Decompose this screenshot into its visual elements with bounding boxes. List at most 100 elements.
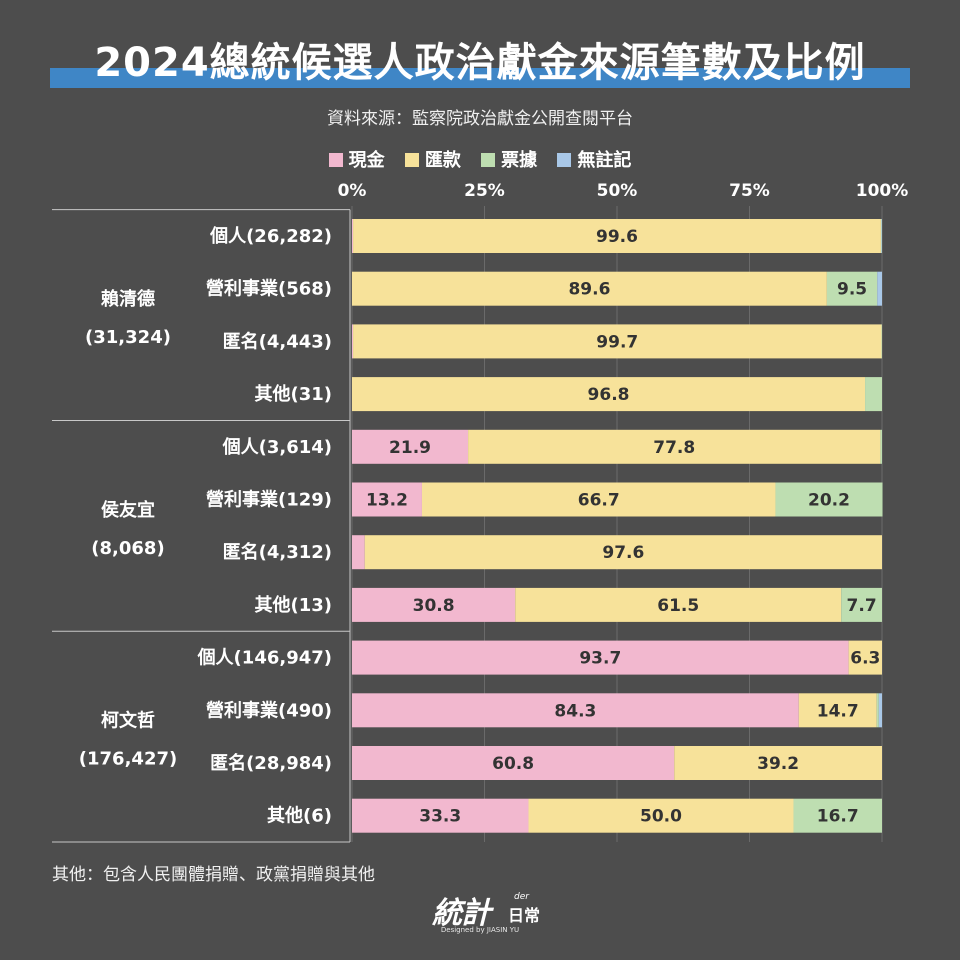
chart-source: 資料來源：監察院政治獻金公開查閱平台: [327, 109, 633, 129]
group-name: 柯文哲: [101, 710, 155, 732]
bar-value-label: 93.7: [579, 649, 621, 669]
bar-value-label: 33.3: [419, 807, 461, 827]
bar-segment: [775, 482, 883, 517]
bar-value-label: 16.7: [817, 807, 859, 827]
logo-sub2-text: 日常: [508, 906, 541, 925]
bar-segment: [674, 746, 882, 780]
footnote: 其他：包含人民團體捐贈、政黨捐贈與其他: [52, 865, 375, 885]
bar-value-label: 84.3: [554, 701, 596, 721]
bar-segment: [352, 271, 827, 306]
bar-segment: [352, 640, 849, 675]
bar-segment: [880, 219, 882, 253]
row-label: 其他(6): [267, 805, 332, 827]
row-label: 其他(31): [254, 383, 332, 405]
bar-value-label: 89.6: [568, 280, 610, 300]
group-count: (8,068): [91, 538, 164, 559]
bar-value-label: 20.2: [808, 491, 850, 511]
bar-value-label: 39.2: [757, 754, 799, 774]
bar-segment: [352, 219, 354, 253]
bar-segment: [876, 693, 879, 728]
legend-swatch-cash: [328, 153, 343, 167]
chart-title: 2024總統候選人政治獻金來源筆數及比例: [94, 40, 866, 86]
legend-swatch-transfer: [404, 153, 419, 167]
bar-value-label: 61.5: [657, 596, 699, 616]
row-label: 匿名(4,312): [223, 541, 332, 563]
bar-value-label: 7.7: [847, 596, 877, 616]
x-tick-label: 75%: [729, 181, 770, 201]
group-count: (31,324): [85, 327, 171, 348]
bar-value-label: 14.7: [817, 701, 859, 721]
group-count: (176,427): [79, 749, 177, 770]
bar-segment: [880, 429, 882, 464]
legend-item-unrecorded: 無註記: [557, 146, 631, 172]
bar-value-label: 50.0: [640, 807, 682, 827]
group-name: 賴清德: [101, 288, 155, 310]
bar-segment: [848, 640, 882, 675]
bar-segment: [881, 324, 882, 359]
bar-value-label: 66.7: [578, 491, 620, 511]
bar-value-label: 60.8: [492, 754, 534, 774]
bar-value-label: 77.8: [653, 438, 695, 458]
bar-segment: [352, 429, 469, 464]
bar-value-label: 99.6: [596, 227, 638, 247]
bar-segment: [353, 219, 881, 253]
row-label: 匿名(28,984): [210, 752, 332, 774]
logo-credit: Designed by JIASIN YU: [440, 926, 520, 934]
bar-segment: [353, 324, 882, 359]
bar-segment: [352, 587, 516, 622]
legend-label-unrecorded: 無註記: [577, 150, 632, 171]
bar-segment: [421, 482, 776, 517]
bar-segment: [841, 587, 882, 622]
bar-segment: [352, 324, 354, 359]
bar-value-label: 97.6: [602, 543, 644, 563]
row-label: 個人(3,614): [222, 437, 332, 458]
title-area: 2024總統候選人政治獻金來源筆數及比例: [0, 30, 960, 94]
title-underline-bar: [50, 68, 910, 88]
bar-segment: [865, 377, 882, 412]
bar-segment: [798, 693, 877, 728]
bar-segment: [364, 535, 883, 570]
legend-label-check: 票據: [501, 150, 538, 171]
row-label: 營利事業(568): [206, 278, 332, 300]
bar-value-label: 21.9: [389, 438, 431, 458]
row-label: 營利事業(129): [206, 489, 332, 511]
legend-swatch-unrecorded: [557, 153, 572, 167]
bar-segment: [352, 535, 365, 570]
row-label: 個人(146,947): [197, 648, 332, 669]
bar-segment: [352, 482, 422, 517]
legend-label-cash: 現金: [348, 150, 385, 171]
bar-value-label: 9.5: [837, 280, 867, 300]
legend: 現金 匯款 票據 無註記: [0, 146, 960, 172]
x-tick-label: 100%: [856, 181, 909, 201]
row-label: 匿名(4,443): [223, 330, 332, 352]
bar-segment: [352, 746, 675, 780]
legend-item-check: 票據: [481, 146, 537, 172]
bar-segment: [528, 798, 794, 833]
bar-value-label: 96.8: [588, 385, 630, 405]
bar-segment: [352, 798, 529, 833]
x-tick-label: 25%: [464, 181, 505, 201]
bar-segment: [352, 377, 866, 412]
bar-segment: [515, 587, 842, 622]
legend-item-cash: 現金: [328, 146, 385, 172]
row-label: 個人(26,282): [209, 226, 332, 247]
bar-segment: [826, 271, 878, 306]
legend-swatch-check: [481, 153, 496, 167]
x-tick-label: 0%: [338, 181, 367, 201]
legend-label-transfer: 匯款: [424, 150, 461, 171]
bar-segment: [877, 271, 882, 306]
bar-value-label: 99.7: [596, 332, 638, 352]
brand-logo: 統計 der 日常 Designed by JIASIN YU: [410, 888, 550, 948]
row-label: 營利事業(490): [206, 699, 332, 721]
bar-value-label: 30.8: [413, 596, 455, 616]
bar-segment: [793, 798, 882, 833]
bar-segment: [878, 693, 882, 728]
x-tick-label: 50%: [597, 181, 638, 201]
legend-item-transfer: 匯款: [404, 146, 461, 172]
bar-value-label: 6.3: [850, 649, 880, 669]
bar-value-label: 13.2: [366, 491, 408, 511]
bar-segment: [352, 693, 799, 728]
row-label: 其他(13): [254, 594, 332, 616]
logo-main-text: 統計: [432, 896, 491, 931]
